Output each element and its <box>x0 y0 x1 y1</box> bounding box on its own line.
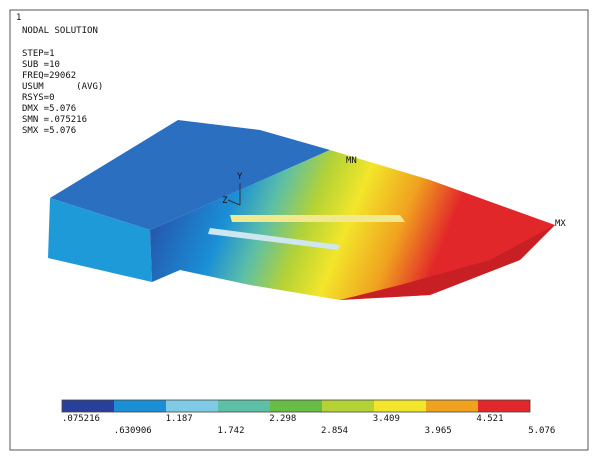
legend-label: 5.076 <box>528 426 555 436</box>
legend-label: 1.187 <box>166 414 193 424</box>
color-band <box>270 400 322 412</box>
triad-z <box>227 199 241 206</box>
result-info: STEP=1 <box>22 49 55 59</box>
color-band <box>322 400 374 412</box>
legend-label: .630906 <box>114 426 152 436</box>
result-info: SMX =5.076 <box>22 126 76 136</box>
color-band <box>478 400 530 412</box>
legend-label: 2.854 <box>321 426 348 436</box>
min-marker: MN <box>346 156 357 166</box>
axis-label: Y <box>237 172 243 182</box>
color-band <box>114 400 166 412</box>
result-info: SUB =10 <box>22 60 60 70</box>
result-info: DMX =5.076 <box>22 104 76 114</box>
front-block <box>48 198 152 282</box>
axis-label: Z <box>222 196 228 206</box>
result-info: FREQ=29062 <box>22 71 76 81</box>
legend: .075216 .630906 1.187 1.742 2.298 2.854 3.409 3… <box>61 399 555 436</box>
tip-face <box>340 225 555 300</box>
legend-label: 3.409 <box>373 414 400 424</box>
result-title: NODAL SOLUTION <box>22 26 98 36</box>
color-band <box>62 400 114 412</box>
color-band <box>426 400 478 412</box>
result-info: USUM (AVG) <box>22 82 103 92</box>
legend-label: .075216 <box>62 414 100 424</box>
color-band <box>218 400 270 412</box>
sloped-surface <box>150 150 555 300</box>
window-number: 1 <box>16 13 21 23</box>
color-band <box>166 400 218 412</box>
model <box>48 120 555 300</box>
slot <box>208 228 340 250</box>
max-marker: MX <box>555 219 566 229</box>
top-slab <box>50 120 330 230</box>
slot <box>230 215 405 222</box>
legend-label: 2.298 <box>269 414 296 424</box>
legend-label: 4.521 <box>476 414 503 424</box>
legend-label: 3.965 <box>425 426 452 436</box>
color-band <box>374 400 426 412</box>
legend-label: 1.742 <box>217 426 244 436</box>
result-info: SMN =.075216 <box>22 115 87 125</box>
colorbar-frame <box>61 399 531 413</box>
result-info: RSYS=0 <box>22 93 55 103</box>
